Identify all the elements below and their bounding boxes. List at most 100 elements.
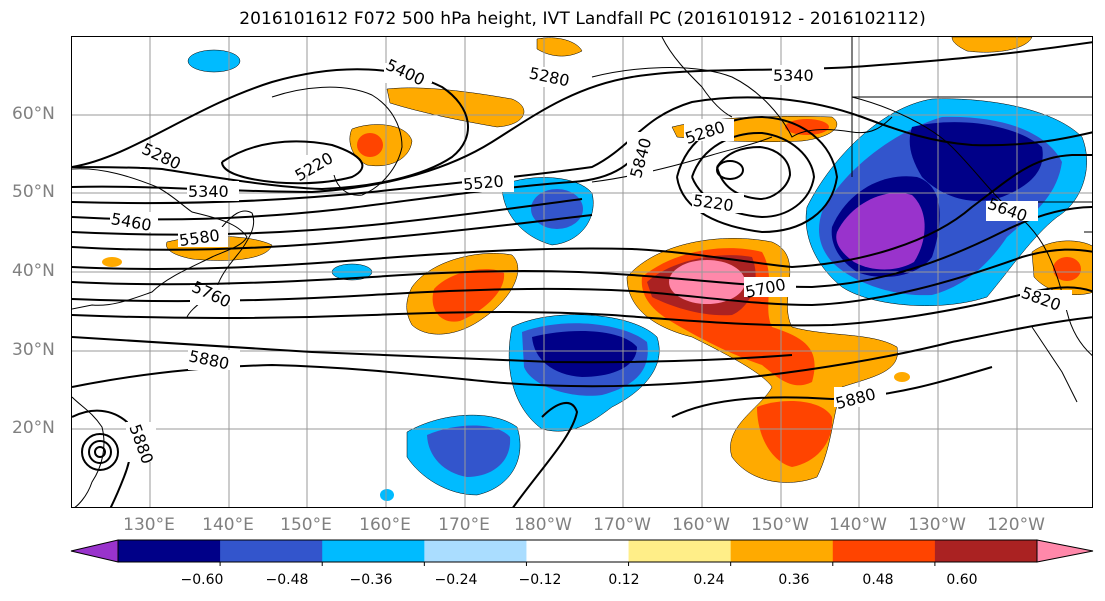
ivt-shade-region xyxy=(757,401,833,467)
contour-line xyxy=(671,366,993,418)
colorbar-segment xyxy=(526,540,630,562)
ivt-shade-region xyxy=(894,372,910,382)
lon-label-180w: 180°W xyxy=(514,515,572,535)
contour-label-bg xyxy=(772,65,824,85)
lat-label-40n: 40°N xyxy=(12,261,55,281)
contour-label: 5220 xyxy=(292,148,337,185)
colorbar-tick-label: −0.12 xyxy=(518,572,562,588)
colorbar-tick-label: 0.48 xyxy=(862,572,894,588)
contour-label-bg xyxy=(384,63,432,83)
contour-label-bg xyxy=(744,277,796,297)
ivt-shade-region xyxy=(532,331,637,377)
contour-label-bg xyxy=(684,119,734,141)
map-panel: 5400 5280 5340 5280 5220 5340 5460 5580 … xyxy=(71,36,1093,508)
ivt-shade-region xyxy=(432,269,505,322)
contour-line xyxy=(81,433,119,471)
coastline-alaska xyxy=(591,67,893,138)
colorbar-tick-label: 0.24 xyxy=(693,572,725,588)
colorbar-segment xyxy=(934,540,1038,562)
contour-line xyxy=(72,248,1092,307)
contour-line xyxy=(72,68,469,191)
lon-label-130w: 130°W xyxy=(908,515,966,535)
lon-label-170e: 170°E xyxy=(438,515,490,535)
colorbar-ticks xyxy=(219,562,936,566)
colorbar-segment xyxy=(424,540,527,562)
lon-label-140w: 140°W xyxy=(829,515,887,535)
contour-line xyxy=(72,198,583,236)
colorbar-tick-label: −0.36 xyxy=(349,572,393,588)
contour-label-bg xyxy=(178,227,228,247)
ivt-shade-region xyxy=(187,49,241,73)
ivt-shade-region xyxy=(951,37,1033,53)
lon-label-170w: 170°W xyxy=(593,515,651,535)
ivt-shade-region xyxy=(536,37,583,57)
lon-label-160e: 160°E xyxy=(359,515,411,535)
map-title: 2016101612 F072 500 hPa height, IVT Land… xyxy=(239,9,926,29)
contour-line xyxy=(221,140,364,185)
coastline-aleutians xyxy=(591,136,773,183)
contour-line xyxy=(94,446,106,458)
coastline-sw-asia xyxy=(72,396,105,507)
lat-label-50n: 50°N xyxy=(12,182,55,202)
lon-label-150e: 150°E xyxy=(280,515,332,535)
ivt-shade-region xyxy=(380,489,394,501)
contour-line xyxy=(72,41,1092,194)
contour-line xyxy=(72,206,1092,289)
colorbar-tick-label: 0.12 xyxy=(608,572,640,588)
contour-line xyxy=(716,160,744,180)
contour-line xyxy=(88,440,112,464)
lon-label-140e: 140°E xyxy=(202,515,254,535)
coastline-baja xyxy=(1031,326,1078,403)
ivt-shade-region xyxy=(386,87,525,128)
contour-line xyxy=(72,316,1092,388)
colorbar-segment xyxy=(322,540,425,562)
contour-label-bg xyxy=(110,212,158,232)
contour-label-bg xyxy=(188,350,240,370)
ivt-shading xyxy=(102,37,1092,501)
colorbar-segment xyxy=(220,540,323,562)
contour-line xyxy=(72,141,648,221)
contour-line xyxy=(72,214,593,251)
colorbar-left-extension xyxy=(70,539,119,563)
contour-line xyxy=(72,286,1092,327)
coastline-asia xyxy=(72,168,248,310)
contour-line xyxy=(72,154,1092,271)
contour-label-bg xyxy=(692,193,744,213)
colorbar xyxy=(70,539,1094,566)
ivt-shade-region xyxy=(531,189,583,229)
lat-label-30n: 30°N xyxy=(12,340,55,360)
lon-label-150w: 150°W xyxy=(751,515,809,535)
ivt-shade-region xyxy=(836,192,925,270)
contour-line xyxy=(72,336,793,364)
colorbar-segment xyxy=(118,540,221,562)
height-contours xyxy=(72,41,1092,507)
contour-label-bg xyxy=(527,67,575,87)
coastline-north-box xyxy=(851,37,1092,233)
contour-label: 5520 xyxy=(462,172,504,194)
contour-label-bg xyxy=(292,155,340,175)
colorbar-tick-label: 0.60 xyxy=(946,572,978,588)
contour-label-bg xyxy=(190,285,240,305)
lon-label-130e: 130°E xyxy=(123,515,175,535)
colorbar-right-extension xyxy=(1036,539,1094,563)
contour-label: 5400 xyxy=(383,55,428,89)
ivt-shade-region xyxy=(102,257,122,267)
ivt-shade-region xyxy=(785,119,829,135)
contour-label-bg xyxy=(140,147,188,167)
colorbar-tick-label: −0.60 xyxy=(180,572,224,588)
contour-label-bg xyxy=(1020,290,1072,310)
contour-line xyxy=(512,402,579,507)
contour-label-bg xyxy=(627,132,653,180)
colorbar-tick-label: −0.24 xyxy=(434,572,478,588)
colorbar-tick-label: 0.36 xyxy=(778,572,810,588)
map-canvas: 5400 5280 5340 5280 5220 5340 5460 5580 … xyxy=(72,37,1092,507)
lon-label-160w: 160°W xyxy=(672,515,730,535)
ivt-shade-region xyxy=(427,425,511,477)
contour-label-bg xyxy=(126,422,156,462)
coastline-bering xyxy=(661,37,733,118)
colorbar-segment xyxy=(730,540,834,562)
colorbar-segments xyxy=(118,540,1038,562)
contour-label: 5340 xyxy=(773,66,814,85)
contour-line xyxy=(72,96,1092,205)
lat-label-20n: 20°N xyxy=(12,418,55,438)
